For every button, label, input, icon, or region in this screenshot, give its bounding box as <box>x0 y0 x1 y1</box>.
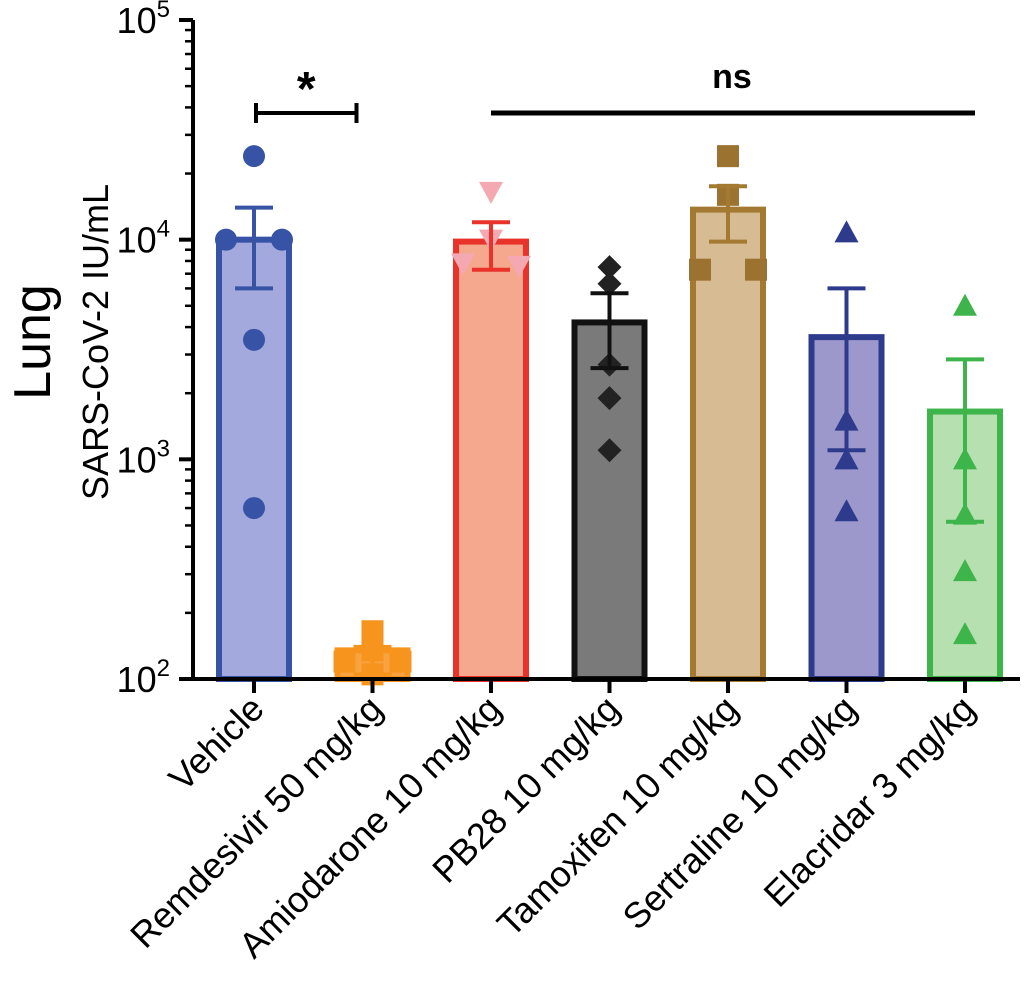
data-point <box>597 255 622 280</box>
data-point <box>243 497 265 520</box>
data-point <box>215 228 237 251</box>
data-point <box>834 499 859 522</box>
data-point <box>243 145 265 168</box>
data-point <box>243 328 265 351</box>
data-point <box>953 293 977 316</box>
data-point <box>745 258 767 281</box>
axis-labels: Lung SARS-CoV-2 IU/mL <box>4 184 116 500</box>
data-point <box>717 145 739 168</box>
data-point <box>333 650 356 673</box>
x-tick-label: Elacridar 3 mg/kg <box>756 688 983 915</box>
data-point <box>597 386 622 411</box>
x-tick-label: Sertraline 10 mg/kg <box>614 688 864 938</box>
data-point <box>597 271 622 296</box>
data-point <box>689 258 711 281</box>
data-point <box>834 447 859 470</box>
x-tick-label: Vehicle <box>161 688 272 799</box>
data-point <box>389 650 412 673</box>
bar-3 <box>453 238 529 683</box>
bar-1 <box>216 236 292 683</box>
y-axis-title-main: Lung <box>4 284 62 400</box>
significance-label: ns <box>712 58 752 96</box>
y-tick-label: 103 <box>117 435 170 480</box>
data-point <box>361 620 384 643</box>
y-tick-label: 102 <box>117 655 170 700</box>
data-point <box>597 438 622 463</box>
significance-label: * <box>297 63 316 116</box>
data-point <box>271 228 293 251</box>
data-point <box>451 253 475 276</box>
y-axis: 102 103 104 105 <box>117 0 195 700</box>
data-point <box>953 559 977 582</box>
y-tick-label: 105 <box>117 0 170 41</box>
significance-annotations: * ns <box>254 58 975 123</box>
error-bars <box>235 184 984 677</box>
y-tick-label: 104 <box>117 216 170 261</box>
data-point <box>479 181 503 204</box>
data-point <box>834 220 859 243</box>
data-point <box>507 255 531 278</box>
data-point <box>953 622 977 645</box>
y-axis-title-sub: SARS-CoV-2 IU/mL <box>75 184 116 500</box>
